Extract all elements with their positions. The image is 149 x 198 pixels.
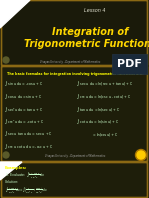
FancyBboxPatch shape bbox=[112, 54, 147, 74]
Polygon shape bbox=[0, 0, 30, 28]
Circle shape bbox=[137, 151, 145, 159]
Text: $\int$ cot u du = ln|sin u| + C: $\int$ cot u du = ln|sin u| + C bbox=[76, 117, 119, 126]
Text: PDF: PDF bbox=[117, 59, 141, 69]
Text: Lesson 4: Lesson 4 bbox=[84, 9, 106, 13]
Circle shape bbox=[3, 152, 9, 158]
Text: $\int$ cos u du = sin u + C: $\int$ cos u du = sin u + C bbox=[4, 92, 42, 101]
Text: Visayas University - Department of Mathematics: Visayas University - Department of Mathe… bbox=[40, 60, 100, 64]
Text: $\int\!\frac{1+\cos x}{\sin^2 x}dx = \int\!\left(\frac{1}{\sin^2 x} + \frac{\cos: $\int\!\frac{1+\cos x}{\sin^2 x}dx = \in… bbox=[5, 185, 48, 195]
FancyBboxPatch shape bbox=[1, 67, 148, 162]
Text: $\int$ sin u du = -cos u + C: $\int$ sin u du = -cos u + C bbox=[4, 80, 44, 89]
FancyBboxPatch shape bbox=[1, 1, 148, 66]
Text: $\int$ sec$^2$u du = tan u + C: $\int$ sec$^2$u du = tan u + C bbox=[4, 105, 44, 113]
Text: $\int$ csc u du = ln|csc u - cot u| + C: $\int$ csc u du = ln|csc u - cot u| + C bbox=[76, 92, 131, 101]
Text: = ln|cos u| + C: = ln|cos u| + C bbox=[76, 132, 117, 136]
Circle shape bbox=[135, 149, 146, 161]
Text: Integration of
Trigonometric Functions: Integration of Trigonometric Functions bbox=[24, 27, 149, 49]
Polygon shape bbox=[0, 162, 22, 180]
Text: The basic formulas for integration involving trigonometric functions are:: The basic formulas for integration invol… bbox=[7, 72, 143, 76]
Text: Solution:: Solution: bbox=[5, 180, 19, 184]
Text: $\int$ csc u cot u du = -csc u + C: $\int$ csc u cot u du = -csc u + C bbox=[4, 142, 53, 151]
Text: Visayas University - Department of Mathematics: Visayas University - Department of Mathe… bbox=[45, 154, 105, 158]
Text: $\int$ csc$^2$u du = -cot u + C: $\int$ csc$^2$u du = -cot u + C bbox=[4, 117, 44, 126]
FancyBboxPatch shape bbox=[1, 163, 148, 197]
Text: $\int$ sec u tan u du = sec u + C: $\int$ sec u tan u du = sec u + C bbox=[4, 129, 53, 138]
Circle shape bbox=[3, 57, 9, 63]
Text: 1. Evaluate:  $\int \frac{1+\cos x}{\sin^2 x}dx$: 1. Evaluate: $\int \frac{1+\cos x}{\sin^… bbox=[5, 171, 45, 181]
Text: Examples:: Examples: bbox=[5, 166, 27, 170]
Text: $\int$ sec u du = ln|sec u + tan u| + C: $\int$ sec u du = ln|sec u + tan u| + C bbox=[76, 80, 134, 89]
Text: $\int$ tan u du = ln|sec u| + C: $\int$ tan u du = ln|sec u| + C bbox=[76, 105, 120, 113]
